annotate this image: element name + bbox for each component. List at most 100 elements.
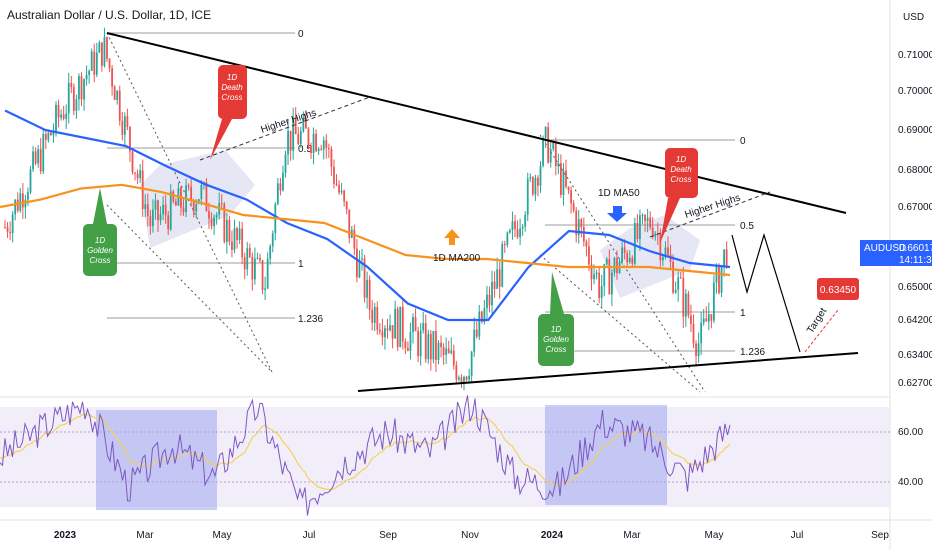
price-tick: 0.68000	[898, 165, 932, 176]
rsi-axis: 60.00 40.00	[898, 427, 923, 488]
candle-body	[88, 70, 91, 76]
resistance-trendline[interactable]	[106, 32, 847, 214]
candle-body	[644, 214, 646, 222]
candle-body	[705, 318, 708, 322]
golden-cross-callout: 1D Golden Cross	[83, 188, 117, 276]
candle-body	[368, 279, 371, 310]
candle-body	[419, 330, 422, 357]
candle-body	[445, 348, 448, 356]
candle-body	[289, 130, 292, 151]
candle-body	[407, 347, 409, 351]
candle-body	[149, 215, 152, 227]
candle-body	[707, 314, 710, 322]
svg-text:0: 0	[298, 29, 304, 40]
candle-body	[692, 323, 695, 344]
price-tick: 0.69000	[898, 125, 932, 136]
candle-body	[47, 132, 50, 140]
candle-body	[302, 118, 305, 132]
candle-body	[271, 233, 274, 247]
candle-body	[44, 133, 47, 140]
candle-body	[118, 90, 121, 121]
candle-body	[167, 215, 170, 230]
candle-body	[55, 104, 57, 132]
candle-body	[590, 264, 593, 280]
candle-body	[129, 126, 131, 152]
candle-body	[565, 170, 567, 187]
candle-body	[432, 330, 435, 360]
support-trendline[interactable]	[357, 352, 859, 392]
candle-body	[14, 199, 17, 215]
candle-body	[325, 140, 328, 148]
candle-body	[182, 207, 185, 213]
current-price-tag[interactable]: AUDUSD 0.66017 14:11:36	[860, 240, 932, 266]
candle-body	[580, 219, 583, 228]
candle-body	[330, 149, 333, 167]
time-axis: 2023 Mar May Jul Sep Nov 2024 Mar May Jul Sep	[54, 530, 889, 541]
candle-body	[65, 113, 68, 119]
candle-body	[605, 259, 608, 265]
candle-body	[317, 148, 320, 152]
candle-body	[424, 323, 427, 360]
candle-body	[310, 145, 312, 153]
candle-body	[475, 329, 478, 337]
candle-body	[113, 86, 116, 100]
candle-body	[312, 133, 315, 153]
rsi-highlight-box	[545, 405, 667, 505]
higher-highs-line	[649, 191, 771, 238]
price-tick: 0.67000	[898, 202, 932, 213]
candle-body	[473, 329, 476, 352]
candle-body	[322, 140, 325, 150]
candle-body	[478, 311, 481, 337]
candle-body	[4, 227, 6, 228]
projection-path	[731, 232, 801, 353]
candle-body	[243, 257, 246, 270]
candle-body	[690, 315, 692, 324]
candle-body	[338, 184, 340, 193]
candle-body	[463, 376, 465, 383]
time-tick: May	[705, 530, 724, 541]
candle-body	[623, 247, 626, 254]
currency-label: USD	[903, 12, 924, 23]
candle-body	[39, 149, 42, 172]
candle-body	[682, 278, 685, 317]
candle-body	[60, 114, 62, 118]
candle-body	[284, 154, 287, 173]
candle-body	[679, 277, 682, 279]
candle-body	[315, 133, 317, 152]
candle-body	[427, 334, 430, 360]
candle-body	[435, 330, 437, 361]
candle-body	[470, 351, 473, 376]
price-axis: 0.71000 0.70000 0.69000 0.68000 0.67000 0.650…	[898, 50, 932, 389]
candle-body	[101, 42, 103, 66]
candle-body	[231, 241, 233, 250]
candle-body	[29, 169, 32, 193]
arrow-down-icon	[607, 206, 627, 222]
candle-body	[486, 294, 488, 309]
candle-body	[32, 151, 34, 170]
candle-body	[496, 269, 499, 289]
candle-body	[353, 229, 356, 249]
candle-body	[154, 200, 157, 210]
candle-body	[164, 204, 167, 216]
candle-body	[570, 190, 572, 204]
candle-body	[511, 221, 514, 231]
candle-body	[396, 308, 399, 348]
target-arrow	[804, 309, 839, 353]
candle-body	[335, 183, 338, 185]
candle-body	[98, 42, 101, 53]
candle-body	[256, 257, 259, 259]
higher-highs-line	[199, 96, 371, 161]
candle-body	[723, 249, 725, 266]
rsi-tick: 60.00	[898, 427, 923, 438]
candle-body	[57, 104, 60, 118]
candle-body	[501, 244, 504, 287]
candle-body	[539, 165, 542, 186]
candle-body	[700, 322, 703, 344]
candle-body	[93, 51, 96, 75]
candle-body	[85, 75, 88, 80]
candle-body	[131, 151, 134, 173]
candle-body	[384, 328, 386, 338]
